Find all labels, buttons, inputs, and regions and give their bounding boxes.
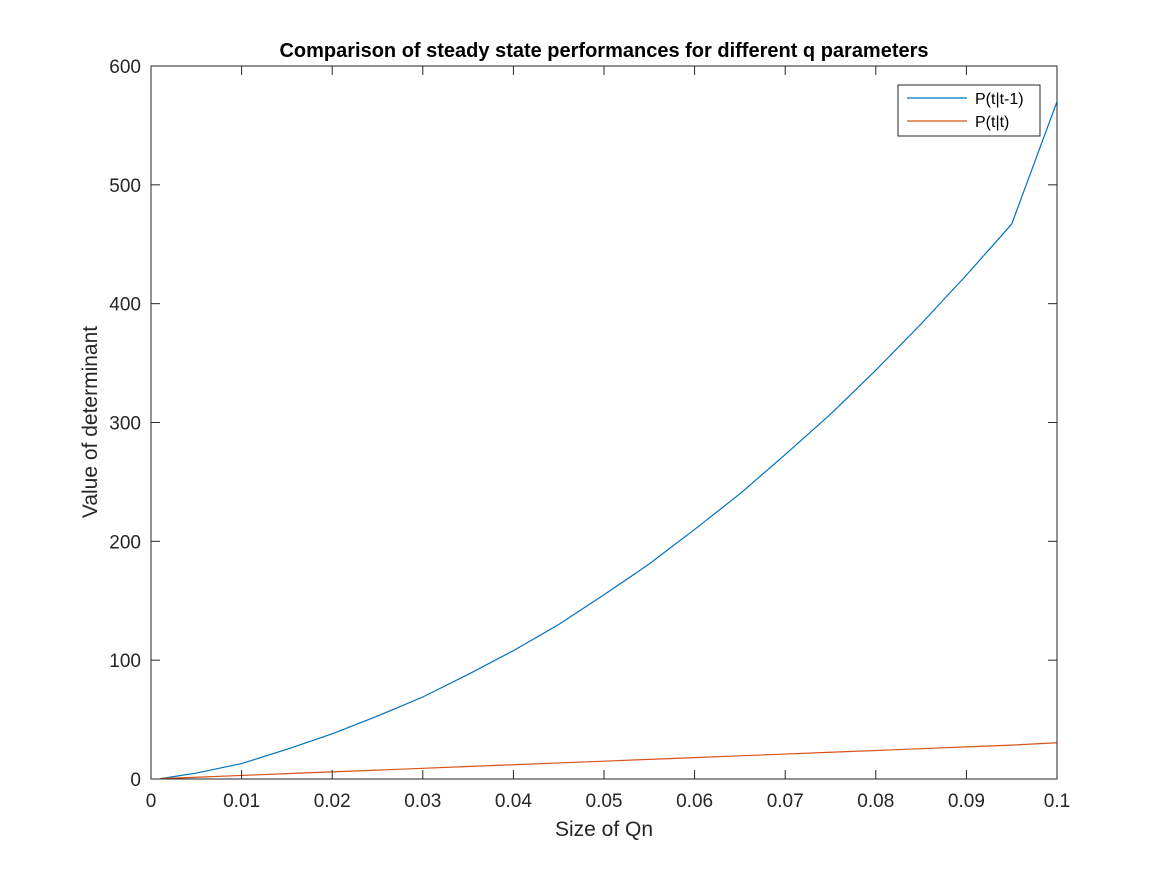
legend: P(t|t-1) P(t|t) xyxy=(897,84,1041,137)
plot-area xyxy=(151,66,1057,779)
x-tick-label: 0.03 xyxy=(404,791,441,812)
x-tick-label: 0.05 xyxy=(586,791,623,812)
y-axis-label: Value of determinant xyxy=(79,326,102,518)
x-axis-ticks: 0 0.01 0.02 0.03 0.04 0.05 0.06 0.07 0.08 0.09 0.1 xyxy=(146,66,1070,812)
x-tick-label: 0.04 xyxy=(495,791,532,812)
y-tick-label: 400 xyxy=(109,295,141,316)
x-tick-label: 0.06 xyxy=(676,791,713,812)
legend-box xyxy=(897,84,1041,137)
y-axis-ticks: 0 100 200 300 400 500 600 xyxy=(109,57,1057,791)
series-line-p-t-t xyxy=(160,742,1058,780)
y-tick-label: 600 xyxy=(109,57,141,78)
y-tick-label: 300 xyxy=(109,414,141,435)
y-tick-label: 500 xyxy=(109,176,141,197)
y-tick-label: 100 xyxy=(109,651,141,672)
x-tick-label: 0.09 xyxy=(948,791,985,812)
legend-label-p-t-t: P(t|t) xyxy=(975,114,1009,131)
y-tick-label: 200 xyxy=(109,532,141,553)
series-layer xyxy=(159,101,1058,780)
x-tick-label: 0.02 xyxy=(314,791,351,812)
x-tick-label: 0.1 xyxy=(1044,791,1070,812)
x-tick-label: 0 xyxy=(146,791,157,812)
x-axis-label: Size of Qn xyxy=(555,818,653,841)
series-line-p-t-t-1 xyxy=(159,101,1058,780)
legend-label-p-t-t-1: P(t|t-1) xyxy=(975,91,1024,108)
chart-title: Comparison of steady state performances … xyxy=(279,40,928,62)
x-tick-label: 0.01 xyxy=(223,791,260,812)
x-tick-label: 0.08 xyxy=(857,791,894,812)
y-tick-label: 0 xyxy=(130,770,141,791)
x-tick-label: 0.07 xyxy=(767,791,804,812)
